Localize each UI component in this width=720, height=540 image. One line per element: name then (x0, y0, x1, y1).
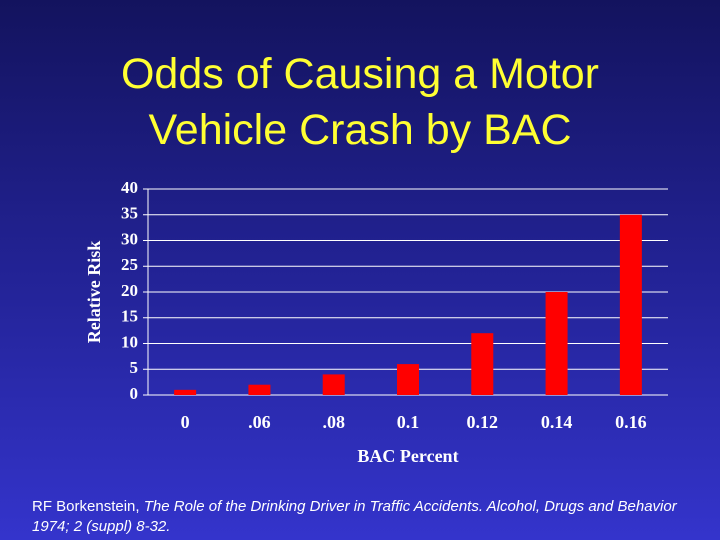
bar (248, 384, 271, 395)
citation-reference: The Role of the Drinking Driver in Traff… (32, 498, 677, 535)
bar (174, 389, 197, 395)
bar (471, 333, 494, 395)
y-tick-label: 5 (130, 358, 139, 377)
bar (322, 374, 345, 395)
citation: RF Borkenstein, The Role of the Drinking… (32, 497, 702, 537)
y-tick-label: 20 (121, 281, 138, 300)
y-tick-label: 30 (121, 229, 138, 248)
y-tick-label: 35 (121, 204, 138, 223)
x-tick-label: 0.1 (397, 412, 420, 432)
y-tick-label: 0 (130, 384, 139, 403)
x-axis-title: BAC Percent (357, 446, 458, 466)
x-tick-label: .08 (322, 412, 345, 432)
bar (545, 292, 568, 395)
x-tick-label: .06 (248, 412, 271, 432)
bar (397, 364, 419, 395)
x-tick-label: 0 (181, 412, 190, 432)
x-tick-label: 0.14 (541, 412, 573, 432)
chart-title: Odds of Causing a Motor Vehicle Crash by… (120, 50, 600, 154)
x-tick-label: 0.12 (467, 412, 499, 432)
y-tick-label: 15 (121, 307, 138, 326)
bar (619, 214, 642, 395)
citation-author: RF Borkenstein, (32, 498, 140, 515)
y-tick-label: 10 (121, 332, 138, 351)
x-tick-label: 0.16 (615, 412, 647, 432)
y-tick-label: 40 (121, 178, 138, 197)
y-tick-label: 25 (121, 255, 138, 274)
y-axis-title: Relative Risk (84, 241, 104, 344)
